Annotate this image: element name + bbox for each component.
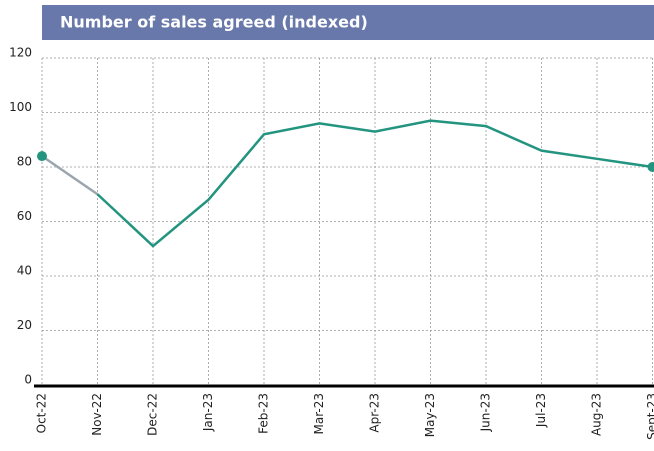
line-series <box>96 119 653 248</box>
y-tick-label: 100 <box>9 100 32 114</box>
x-tick-label: Sept-23 <box>645 393 654 440</box>
y-tick-label: 0 <box>24 373 32 387</box>
x-tick-label: Oct-22 <box>35 393 49 433</box>
x-tick-label: Apr-23 <box>368 393 382 433</box>
x-tick-label: Dec-22 <box>146 393 160 436</box>
x-tick-label: Mar-23 <box>312 393 326 434</box>
y-tick-label: 80 <box>17 155 32 169</box>
x-tick-label: Feb-23 <box>257 393 271 434</box>
x-tick-label: Jun-23 <box>479 393 493 432</box>
y-tick-label: 40 <box>17 264 32 278</box>
y-tick-label: 20 <box>17 318 32 332</box>
x-tick-label: Aug-23 <box>590 393 604 436</box>
end-marker <box>37 151 47 162</box>
line-series <box>41 155 99 196</box>
end-marker <box>647 162 654 172</box>
x-tick-label: May-23 <box>423 393 437 437</box>
chart-title: Number of sales agreed (indexed) <box>60 13 368 32</box>
x-tick-label: Jan-23 <box>201 393 215 432</box>
y-tick-label: 120 <box>9 46 32 60</box>
y-tick-label: 60 <box>17 209 32 223</box>
title-band <box>42 5 654 40</box>
x-tick-label: Jul-23 <box>534 393 548 428</box>
x-tick-label: Nov-22 <box>90 393 104 436</box>
